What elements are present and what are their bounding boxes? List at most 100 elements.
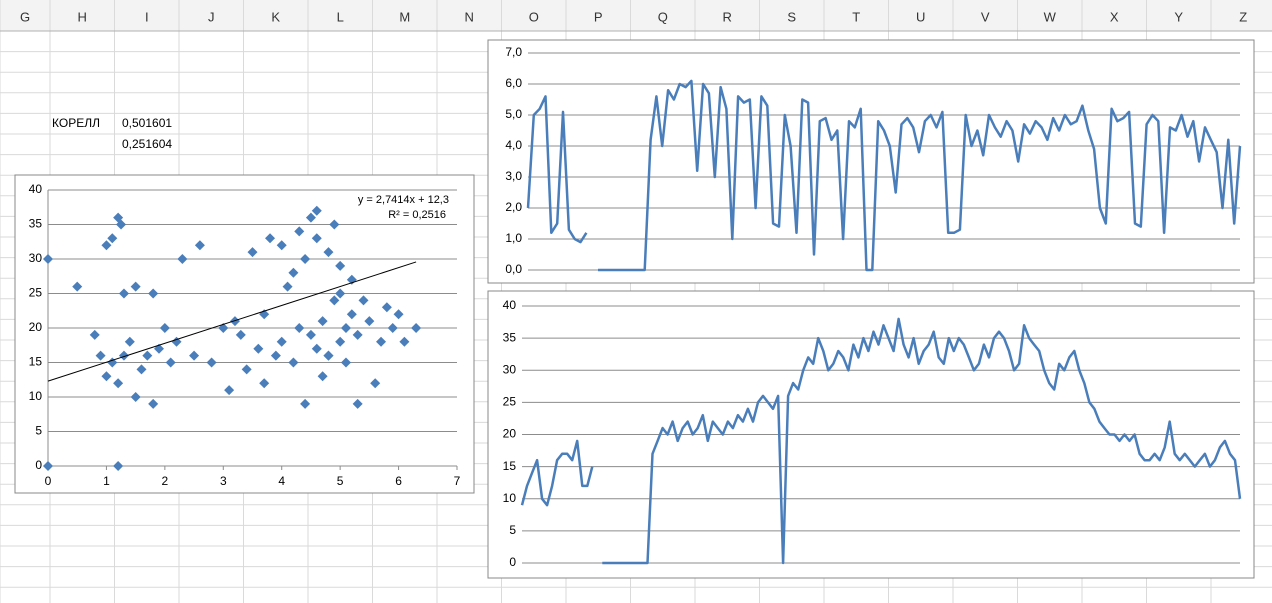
point: [118, 350, 129, 361]
x-tick-label: 2: [162, 474, 169, 488]
point: [317, 371, 328, 382]
point: [113, 378, 124, 389]
y-tick-label: 0,0: [505, 262, 522, 276]
column-header: N: [465, 9, 474, 24]
point: [118, 288, 129, 299]
y-tick-label: 2,0: [505, 200, 522, 214]
point: [148, 398, 159, 409]
point: [130, 281, 141, 292]
point: [335, 260, 346, 271]
trendline: [47, 261, 417, 382]
point: [235, 329, 246, 340]
point: [411, 323, 422, 333]
point: [311, 205, 322, 216]
x-tick-label: 5: [337, 474, 344, 488]
column-header: R: [723, 9, 732, 24]
x-tick-label: 1: [103, 474, 110, 488]
line-series: [526, 79, 1242, 272]
point: [259, 378, 270, 389]
x-tick-label: 3: [220, 474, 227, 488]
y-tick-label: 25: [503, 395, 517, 409]
y-tick-label: 35: [503, 330, 517, 344]
point: [171, 336, 182, 347]
chart-box: [487, 39, 1255, 284]
point: [282, 281, 293, 292]
point: [329, 295, 340, 306]
point: [270, 350, 281, 361]
point: [43, 461, 53, 471]
point: [399, 336, 410, 347]
point: [276, 240, 287, 251]
y-tick-label: 15: [29, 355, 43, 369]
point: [247, 247, 258, 258]
point: [300, 398, 311, 409]
y-tick-label: 5,0: [505, 107, 522, 121]
point: [101, 240, 112, 251]
point: [124, 336, 135, 347]
y-tick-label: 20: [29, 320, 43, 334]
column-header: L: [337, 9, 344, 24]
point: [323, 247, 334, 258]
y-tick-label: 40: [503, 298, 517, 312]
y-tick-label: 0: [35, 458, 42, 472]
point: [89, 329, 100, 340]
point: [358, 295, 369, 306]
point: [340, 357, 351, 368]
point: [393, 309, 404, 320]
point: [189, 350, 200, 361]
point: [346, 309, 357, 320]
point: [241, 364, 252, 375]
point: [253, 343, 264, 354]
y-tick-label: 5: [35, 424, 42, 438]
y-tick-label: 10: [503, 491, 517, 505]
point: [136, 364, 147, 375]
point: [352, 329, 363, 340]
cell-text: КОРЕЛЛ: [52, 116, 100, 130]
y-tick-label: 40: [29, 182, 43, 196]
point: [340, 323, 351, 333]
column-header: O: [529, 9, 539, 24]
point: [317, 316, 328, 327]
column-header: T: [852, 9, 860, 24]
y-tick-label: 5: [509, 523, 516, 537]
y-tick-label: 7,0: [505, 45, 522, 59]
y-tick-label: 20: [503, 427, 517, 441]
point: [130, 392, 141, 402]
point: [276, 336, 287, 347]
y-tick-label: 6,0: [505, 76, 522, 90]
trendline-r2: R² = 0,2516: [388, 209, 446, 221]
point: [206, 357, 217, 368]
point: [177, 254, 188, 264]
column-header: X: [1110, 9, 1119, 24]
y-tick-label: 4,0: [505, 138, 522, 152]
point: [288, 267, 299, 278]
column-header: K: [271, 9, 280, 24]
point: [323, 350, 334, 361]
point: [305, 212, 316, 223]
column-header: J: [208, 9, 215, 24]
y-tick-label: 15: [503, 459, 517, 473]
point: [329, 219, 340, 230]
point: [101, 371, 112, 382]
point: [265, 233, 276, 244]
point: [305, 329, 316, 340]
cell-text: 0,501601: [122, 116, 172, 130]
y-tick-label: 30: [503, 362, 517, 376]
point: [113, 461, 124, 471]
point: [72, 281, 83, 292]
y-tick-label: 3,0: [505, 169, 522, 183]
column-header: S: [787, 9, 796, 24]
point: [224, 385, 235, 396]
column-header: H: [78, 9, 87, 24]
point: [387, 323, 398, 333]
point: [370, 378, 381, 389]
x-tick-label: 6: [395, 474, 402, 488]
point: [194, 240, 205, 251]
point: [376, 336, 387, 347]
point: [294, 323, 305, 333]
point: [311, 343, 322, 354]
column-header: I: [145, 9, 149, 24]
column-header: Q: [658, 9, 668, 24]
column-header-bar: [0, 0, 1272, 31]
